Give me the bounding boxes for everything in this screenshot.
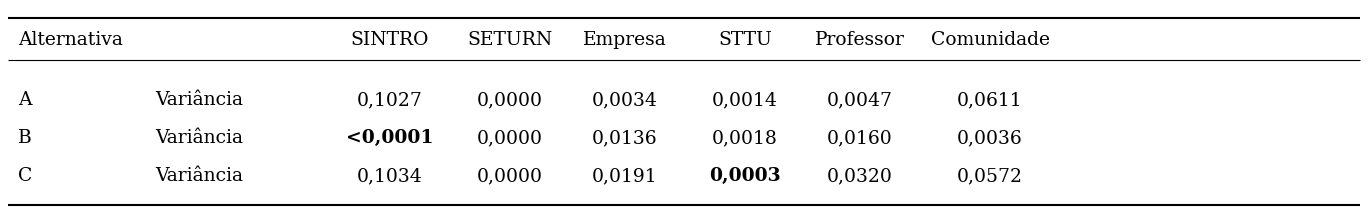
Text: 0,1034: 0,1034 [357,167,423,185]
Text: Alternativa: Alternativa [18,31,123,49]
Text: 0,0611: 0,0611 [958,91,1023,109]
Text: 0,0018: 0,0018 [713,129,778,147]
Text: 0,0047: 0,0047 [828,91,893,109]
Text: C: C [18,167,33,185]
Text: SETURN: SETURN [468,31,553,49]
Text: 0,0036: 0,0036 [958,129,1023,147]
Text: Variância: Variância [155,129,244,147]
Text: 0,1027: 0,1027 [357,91,423,109]
Text: 0,0160: 0,0160 [828,129,893,147]
Text: 0,0191: 0,0191 [592,167,658,185]
Text: Professor: Professor [815,31,906,49]
Text: A: A [18,91,31,109]
Text: <0,0001: <0,0001 [346,129,434,147]
Text: Comunidade: Comunidade [930,31,1049,49]
Text: 0,0572: 0,0572 [958,167,1023,185]
Text: 0,0000: 0,0000 [477,129,543,147]
Text: 0,0014: 0,0014 [713,91,778,109]
Text: B: B [18,129,31,147]
Text: Variância: Variância [155,91,244,109]
Text: 0,0000: 0,0000 [477,167,543,185]
Text: 0,0320: 0,0320 [828,167,893,185]
Text: 0,0034: 0,0034 [592,91,658,109]
Text: 0,0136: 0,0136 [592,129,658,147]
Text: Empresa: Empresa [583,31,666,49]
Text: SINTRO: SINTRO [350,31,430,49]
Text: Variância: Variância [155,167,244,185]
Text: 0,0000: 0,0000 [477,91,543,109]
Text: 0,0003: 0,0003 [709,167,781,185]
Text: STTU: STTU [718,31,772,49]
